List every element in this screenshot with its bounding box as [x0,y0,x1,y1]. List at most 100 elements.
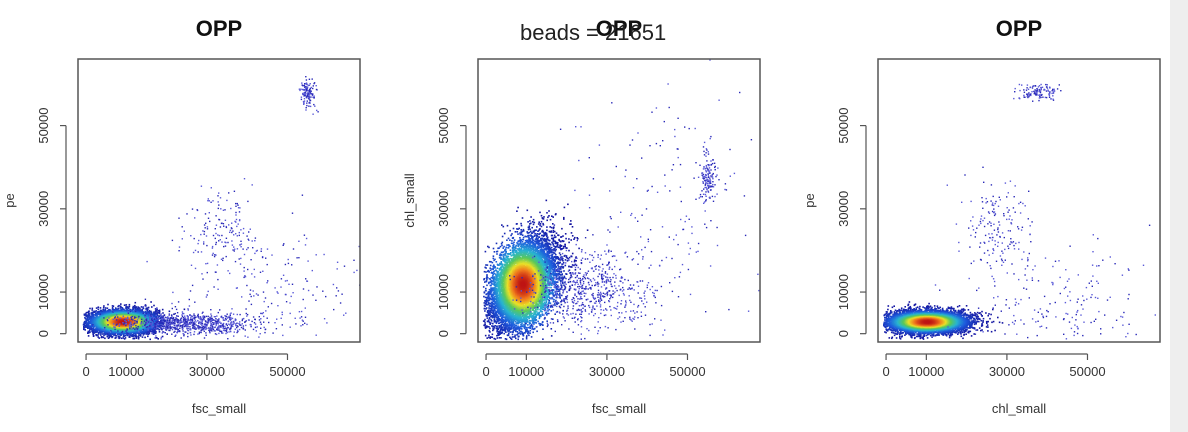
data-point [89,331,91,333]
data-point [87,324,90,326]
data-point [107,303,109,306]
data-point [127,306,129,308]
data-point [87,325,89,327]
data-point [149,311,152,313]
data-point [88,327,90,329]
data-point [94,330,96,332]
data-point [94,316,96,319]
data-point [158,329,161,331]
data-point [173,313,175,315]
data-point [89,315,92,318]
data-point [151,306,153,308]
data-point [144,336,146,339]
data-point [97,310,100,313]
data-point [96,312,98,315]
data-point [128,303,131,306]
data-point [156,313,158,315]
data-point [162,312,164,314]
data-point [153,315,156,318]
data-point [136,331,138,333]
data-point [148,309,151,312]
data-point [123,304,126,306]
data-point [115,334,117,337]
data-point [119,332,121,335]
data-point [120,334,123,336]
data-point [97,334,99,336]
data-point [126,309,129,312]
data-point [108,336,111,339]
data-point [154,330,156,332]
data-point [101,333,104,335]
data-point [102,306,105,309]
data-point [132,307,135,310]
data-point [88,325,90,327]
data-point [152,333,155,335]
data-point [125,304,128,306]
data-point [104,310,106,312]
data-point [152,315,155,317]
data-point [85,324,88,327]
data-point [161,335,164,338]
data-point [86,317,88,319]
data-point [84,329,86,331]
data-point [94,319,97,321]
data-point [104,337,106,340]
data-point [142,311,145,314]
data-point [101,310,104,313]
data-point [123,338,126,340]
data-point [152,331,154,333]
data-point [172,318,174,320]
data-point [133,310,136,313]
data-point [103,313,105,316]
data-point [139,307,141,310]
data-point [141,336,144,338]
data-point [151,322,154,324]
data-point [147,333,149,336]
data-point [88,318,90,320]
data-point [152,314,155,316]
data-point [156,337,158,339]
data-point [92,329,95,332]
data-point [84,322,87,325]
data-point [98,311,100,314]
data-point [100,336,103,338]
data-point [90,315,93,317]
data-point [140,333,142,336]
data-point [89,307,91,310]
data-point [111,307,114,309]
data-point [94,310,96,313]
data-point [93,325,96,328]
data-point [137,332,140,335]
scatter-points [82,76,361,341]
data-point [106,307,109,309]
data-point [149,338,151,341]
data-point [155,310,158,312]
data-point [112,309,114,311]
data-point [121,329,124,332]
data-point [166,319,169,322]
data-point [125,309,128,312]
data-point [158,331,161,333]
data-point [89,320,91,322]
data-point [96,314,98,317]
data-point [97,336,99,338]
data-point [146,309,148,312]
data-point [90,317,92,320]
data-point [168,310,171,313]
data-point [102,336,104,338]
data-point [131,309,133,312]
data-point [141,309,143,312]
data-point [155,315,157,318]
data-point [121,307,124,309]
data-point [96,323,99,325]
data-point [177,319,180,321]
data-point [153,314,156,317]
data-point [158,309,161,312]
data-point [161,325,164,328]
data-point [114,311,116,313]
data-point [156,327,159,330]
data-point [144,304,147,306]
data-point [137,335,139,338]
data-point [135,334,137,336]
data-point [127,334,129,337]
